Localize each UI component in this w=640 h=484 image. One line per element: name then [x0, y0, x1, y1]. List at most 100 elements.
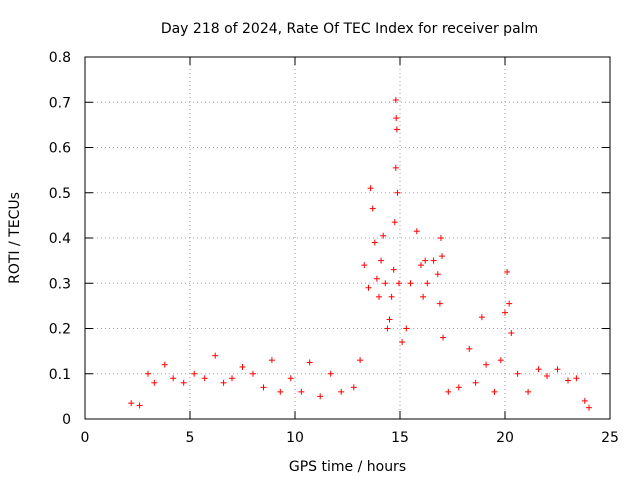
data-point: [544, 373, 550, 380]
data-point: [361, 262, 368, 269]
data-point: [128, 400, 135, 407]
data-point: [239, 363, 246, 370]
data-point: [440, 334, 447, 341]
y-tick-label: 0.2: [49, 322, 71, 338]
data-point: [436, 300, 443, 307]
data-point: [502, 309, 508, 316]
data-point: [393, 126, 400, 133]
x-tick-label: 25: [601, 430, 619, 446]
data-point: [403, 325, 410, 332]
data-point: [376, 293, 382, 300]
data-point: [386, 316, 393, 323]
data-point: [508, 330, 515, 337]
data-point: [483, 361, 490, 368]
y-tick-label: 0.3: [49, 276, 71, 292]
data-point: [229, 375, 235, 382]
data-point: [424, 280, 431, 287]
data-point: [420, 293, 427, 300]
data-point: [434, 271, 441, 278]
y-tick-label: 0: [62, 412, 71, 428]
y-tick-label: 0.5: [49, 186, 71, 202]
data-point: [390, 266, 397, 273]
y-tick-label: 0.1: [49, 367, 71, 383]
data-point: [145, 370, 151, 377]
data-point: [298, 388, 305, 395]
data-point: [391, 219, 398, 226]
y-tick-label: 0.6: [49, 141, 71, 157]
data-point: [365, 284, 372, 291]
data-point: [399, 339, 406, 346]
data-point: [514, 370, 521, 377]
data-point: [180, 379, 187, 386]
data-point: [201, 375, 208, 382]
data-points: [128, 96, 592, 411]
data-point: [220, 379, 227, 386]
data-point: [317, 393, 324, 400]
y-axis-label: ROTI / TECUs: [7, 192, 23, 284]
data-point: [466, 345, 473, 352]
data-point: [388, 293, 395, 300]
data-point: [250, 370, 256, 377]
data-point: [430, 257, 437, 264]
data-point: [394, 189, 401, 196]
data-point: [161, 361, 168, 368]
data-point: [445, 388, 452, 395]
data-point: [384, 325, 391, 332]
data-point: [170, 375, 177, 382]
data-point: [350, 384, 357, 391]
x-tick-label: 0: [81, 430, 90, 446]
data-point: [455, 384, 462, 391]
data-point: [392, 164, 399, 171]
x-axis-label: GPS time / hours: [289, 459, 406, 475]
data-point: [439, 253, 445, 260]
data-point: [407, 280, 414, 287]
data-point: [491, 388, 498, 395]
data-point: [506, 300, 513, 307]
data-point: [327, 370, 334, 377]
data-point: [535, 366, 542, 373]
x-tick-label: 5: [186, 430, 195, 446]
data-point: [371, 239, 378, 246]
data-point: [565, 377, 571, 384]
data-point: [380, 232, 387, 239]
x-tick-label: 10: [286, 430, 304, 446]
x-tick-label: 15: [391, 430, 409, 446]
y-tick-label: 0.4: [49, 231, 71, 247]
data-point: [151, 379, 158, 386]
data-point: [497, 357, 504, 364]
data-point: [478, 314, 485, 321]
data-point: [525, 388, 532, 395]
data-point: [472, 379, 479, 386]
x-tick-label: 20: [496, 430, 514, 446]
data-point: [378, 257, 385, 264]
data-point: [367, 185, 374, 192]
data-point: [504, 268, 511, 275]
data-point: [287, 375, 294, 382]
data-point: [373, 275, 380, 282]
data-point: [338, 388, 345, 395]
y-tick-label: 0.8: [49, 50, 71, 66]
data-point: [306, 359, 313, 366]
data-point: [554, 366, 561, 373]
data-point: [392, 96, 399, 103]
data-point: [382, 280, 389, 287]
data-point: [413, 228, 420, 235]
axis-ticks: 0 5 10 15 20 25 0 0.1 0.2 0.3 0.4 0.5 0.6 0.7 0.8: [49, 50, 619, 446]
chart-title: Day 218 of 2024, Rate Of TEC Index for r…: [161, 21, 538, 37]
data-point: [586, 404, 592, 411]
data-point: [191, 370, 198, 377]
data-point: [268, 357, 275, 364]
data-point: [393, 115, 400, 122]
grid-lines: [85, 57, 610, 419]
data-point: [581, 397, 588, 404]
data-point: [212, 352, 219, 359]
data-point: [573, 375, 580, 382]
data-point: [395, 280, 402, 287]
data-point: [357, 357, 364, 364]
data-point: [260, 384, 267, 391]
data-point: [136, 402, 143, 409]
y-tick-label: 0.7: [49, 95, 71, 111]
data-point: [418, 262, 424, 269]
